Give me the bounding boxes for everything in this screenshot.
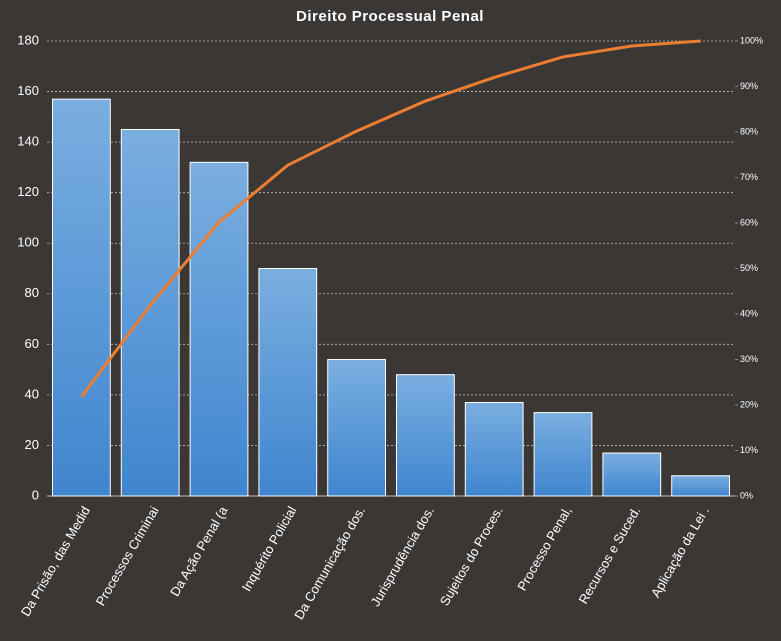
bar: [189, 161, 249, 497]
bar: [120, 128, 180, 497]
bar: [396, 374, 455, 497]
y2-tick-label: 20%: [740, 399, 758, 409]
y-tick-label: 80: [25, 285, 39, 300]
cumulative-line: [80, 39, 701, 398]
y-tick-label: 180: [17, 32, 39, 47]
bar: [464, 401, 524, 497]
y2-tick-label: 10%: [740, 445, 758, 455]
y-tick-label: 100: [17, 235, 39, 250]
y-tick-label: 160: [17, 83, 39, 98]
y-tick-label: 20: [25, 437, 39, 452]
y2-tick-label: 70%: [740, 172, 758, 182]
y2-tick-label: 30%: [740, 354, 758, 364]
y-tick-label: 60: [25, 336, 39, 351]
y2-tick-label: 80%: [740, 126, 758, 136]
y-tick-label: 40: [25, 386, 39, 401]
bar: [327, 359, 386, 497]
y2-tick-label: 60%: [740, 217, 758, 227]
chart-title: Direito Processual Penal: [296, 8, 484, 25]
y2-tick-label: 40%: [740, 308, 758, 318]
y-tick-label: 0: [32, 487, 39, 502]
y2-tick-label: 90%: [740, 81, 758, 91]
bar: [52, 98, 111, 497]
bar: [258, 268, 318, 497]
bar: [602, 452, 662, 497]
y-tick-label: 120: [17, 184, 39, 199]
bar: [533, 412, 593, 497]
y2-tick-label: 50%: [740, 263, 758, 273]
y-tick-label: 140: [17, 134, 39, 149]
y2-tick-label: 0%: [740, 490, 753, 500]
bar: [671, 475, 730, 497]
y2-tick-label: 100%: [740, 35, 763, 45]
